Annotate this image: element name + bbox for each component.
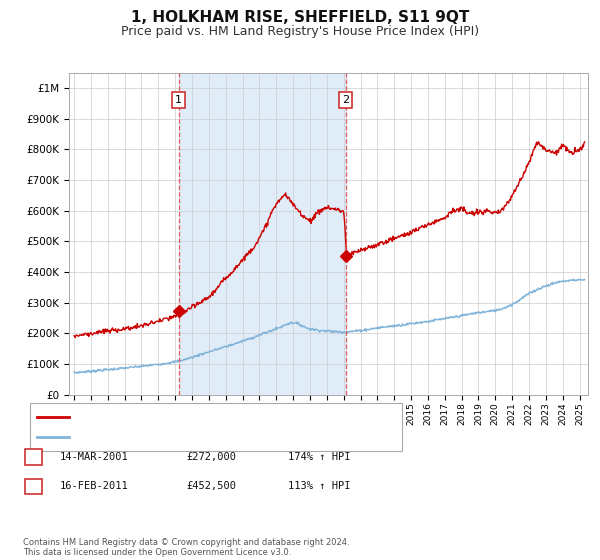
Text: 113% ↑ HPI: 113% ↑ HPI — [288, 482, 350, 492]
Text: HPI: Average price, detached house, Sheffield: HPI: Average price, detached house, Shef… — [73, 432, 338, 442]
Bar — [179, 73, 346, 395]
Text: 16-FEB-2011: 16-FEB-2011 — [60, 482, 129, 492]
Text: 1, HOLKHAM RISE, SHEFFIELD, S11 9QT: 1, HOLKHAM RISE, SHEFFIELD, S11 9QT — [131, 10, 469, 25]
Text: £272,000: £272,000 — [186, 452, 236, 462]
Text: 174% ↑ HPI: 174% ↑ HPI — [288, 452, 350, 462]
Text: 1: 1 — [175, 95, 182, 105]
Text: 2: 2 — [342, 95, 349, 105]
Text: Contains HM Land Registry data © Crown copyright and database right 2024.
This d: Contains HM Land Registry data © Crown c… — [23, 538, 349, 557]
Text: 14-MAR-2001: 14-MAR-2001 — [60, 452, 129, 462]
Text: £452,500: £452,500 — [186, 482, 236, 492]
Text: Price paid vs. HM Land Registry's House Price Index (HPI): Price paid vs. HM Land Registry's House … — [121, 25, 479, 38]
Text: 1, HOLKHAM RISE, SHEFFIELD, S11 9QT (detached house): 1, HOLKHAM RISE, SHEFFIELD, S11 9QT (det… — [73, 412, 379, 422]
Text: 2: 2 — [31, 482, 37, 492]
Text: 1: 1 — [31, 452, 37, 462]
